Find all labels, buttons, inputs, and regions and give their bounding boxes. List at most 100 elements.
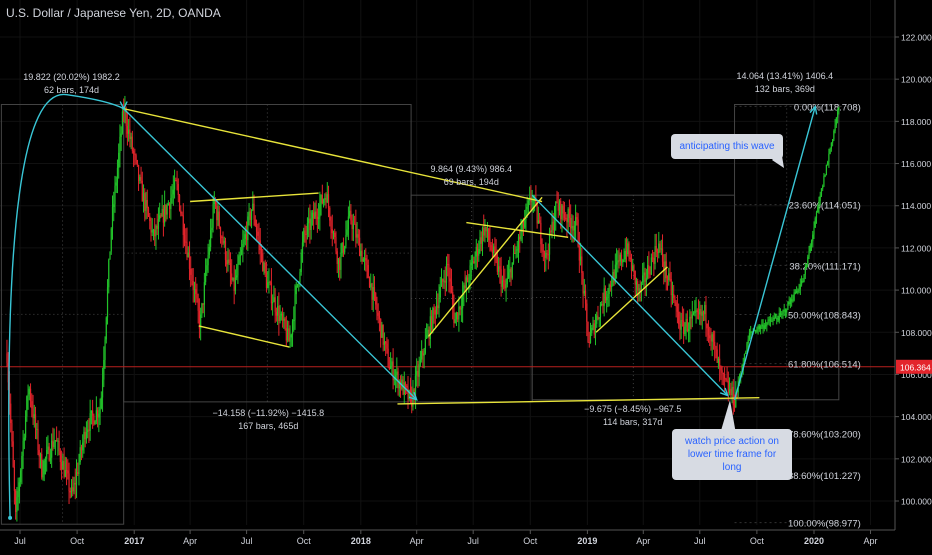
candle-body (689, 316, 691, 329)
candle-body (119, 136, 121, 153)
candle-body (455, 312, 458, 320)
candle-body (471, 261, 474, 263)
candle-body (764, 325, 767, 327)
candle-body (247, 216, 249, 241)
candle-body (26, 396, 28, 417)
candle-body (489, 240, 491, 246)
candle-body (322, 199, 325, 204)
candle-body (197, 298, 199, 311)
candle-body (697, 312, 700, 315)
candle-body (828, 153, 830, 162)
candle-body (131, 136, 133, 151)
candle-body (798, 289, 800, 292)
candle-body (583, 290, 585, 294)
candle-body (462, 295, 464, 309)
candle-body (277, 306, 279, 316)
candle-body (202, 303, 204, 305)
candle-body (586, 303, 588, 322)
candle-body (642, 275, 644, 283)
candle-body (218, 211, 220, 228)
candle-body (732, 386, 734, 406)
candle-body (551, 221, 553, 233)
candle-body (684, 326, 686, 334)
candle-body (766, 323, 768, 327)
candle-body (782, 311, 784, 315)
candle-body (193, 289, 196, 291)
candle-body (614, 264, 616, 283)
candle-body (223, 240, 225, 244)
candle-body (751, 331, 753, 333)
candle-body (172, 189, 174, 195)
candle-body (54, 440, 56, 442)
candle-body (561, 205, 563, 220)
candle-body (33, 414, 35, 419)
candle-body (428, 329, 430, 339)
candle-body (774, 317, 777, 319)
candle-body (349, 210, 351, 217)
candle-body (205, 270, 207, 283)
candle-body (94, 421, 96, 425)
candle-body (21, 455, 23, 471)
candle-body (286, 328, 289, 341)
price-tick-label: 122.000 (901, 33, 932, 43)
candle-body (429, 316, 431, 339)
candle-body (453, 305, 455, 324)
candle-body (176, 180, 178, 185)
candle-body (793, 292, 795, 301)
candle-body (601, 303, 603, 305)
candle-body (655, 246, 657, 252)
candle-body (422, 350, 424, 356)
cyan-arrowhead (408, 391, 418, 401)
candle-body (796, 290, 798, 294)
candle-body (301, 242, 304, 253)
candle-body (134, 153, 136, 156)
candle-body (161, 208, 163, 217)
candle-body (284, 318, 286, 329)
candle-body (838, 107, 840, 111)
candle-body (550, 230, 552, 233)
callout-bottom-text: watch price action on lower time frame f… (685, 436, 779, 473)
candle-body (135, 155, 137, 160)
candle-body (834, 124, 836, 131)
candle-body (685, 318, 687, 327)
time-tick-label: Oct (750, 536, 765, 546)
candle-body (645, 278, 647, 282)
candle-body (270, 282, 273, 304)
candle-body (760, 326, 762, 329)
candle-body (810, 241, 813, 246)
candle-body (629, 257, 631, 259)
candle-body (577, 219, 579, 247)
candle-body (681, 320, 683, 322)
candle-body (643, 272, 645, 276)
candle-body (214, 199, 217, 206)
candle-body (623, 259, 625, 261)
candle-body (454, 319, 456, 324)
candle-body (355, 223, 357, 238)
candle-body (321, 194, 323, 204)
candle-body (656, 251, 659, 254)
candle-body (217, 211, 219, 221)
candle-body (579, 256, 582, 261)
candle-body (527, 200, 530, 207)
candle-body (582, 272, 584, 294)
candle-body (781, 313, 783, 315)
candle-body (82, 442, 84, 451)
candle-body (382, 324, 384, 345)
candle-body (649, 273, 651, 275)
candle-body (480, 237, 482, 244)
candle-body (691, 314, 693, 319)
candle-body (103, 359, 105, 380)
candle-body (721, 370, 723, 373)
candle-body (140, 177, 142, 181)
candle-body (430, 316, 433, 330)
candle-body (792, 300, 794, 302)
time-tick-label: Oct (70, 536, 85, 546)
candle-body (675, 302, 677, 307)
candle-body (391, 361, 393, 366)
candle-body (105, 317, 107, 340)
candle-body (22, 440, 24, 456)
candle-body (535, 197, 537, 204)
candle-body (341, 242, 343, 254)
